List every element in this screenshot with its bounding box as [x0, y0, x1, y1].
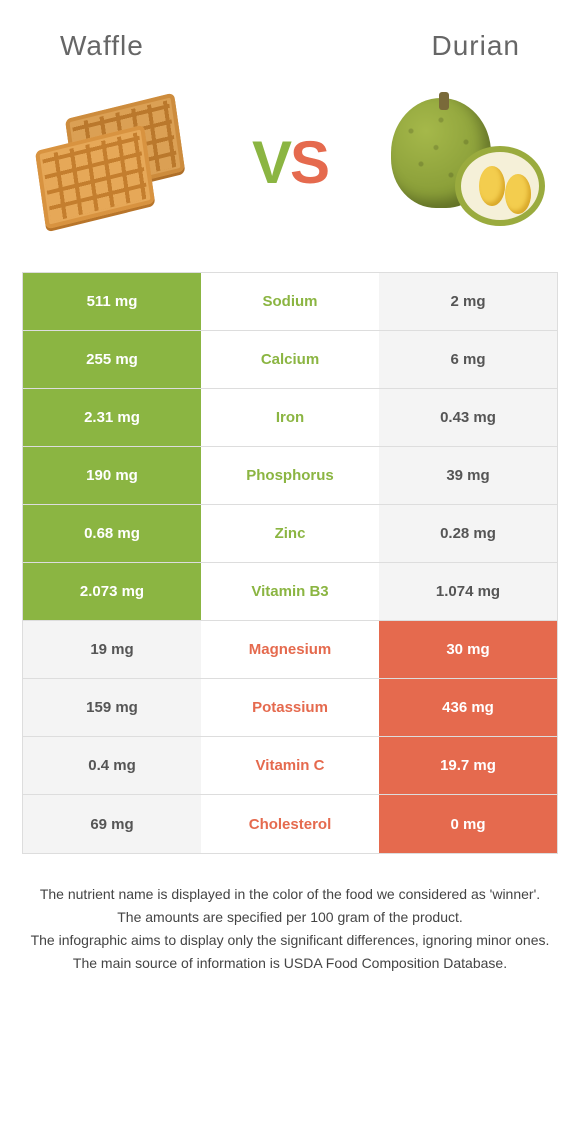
nutrient-label: Potassium [201, 679, 379, 736]
left-value: 190 mg [23, 447, 201, 504]
vs-label: VS [252, 128, 328, 197]
footnote-line: The main source of information is USDA F… [30, 953, 550, 974]
left-value: 2.31 mg [23, 389, 201, 446]
right-value: 436 mg [379, 679, 557, 736]
left-value: 2.073 mg [23, 563, 201, 620]
left-value: 0.4 mg [23, 737, 201, 794]
waffle-image [30, 92, 200, 232]
left-value: 0.68 mg [23, 505, 201, 562]
right-value: 0.43 mg [379, 389, 557, 446]
right-food-title: Durian [432, 30, 520, 62]
right-value: 6 mg [379, 331, 557, 388]
left-value: 19 mg [23, 621, 201, 678]
vs-v: V [252, 129, 290, 196]
table-row: 0.4 mgVitamin C19.7 mg [23, 737, 557, 795]
table-row: 2.31 mgIron0.43 mg [23, 389, 557, 447]
right-value: 2 mg [379, 273, 557, 330]
left-value: 255 mg [23, 331, 201, 388]
footnote-line: The nutrient name is displayed in the co… [30, 884, 550, 905]
nutrient-label: Magnesium [201, 621, 379, 678]
table-row: 511 mgSodium2 mg [23, 273, 557, 331]
nutrient-label: Cholesterol [201, 795, 379, 853]
footnote-line: The amounts are specified per 100 gram o… [30, 907, 550, 928]
table-row: 0.68 mgZinc0.28 mg [23, 505, 557, 563]
table-row: 19 mgMagnesium30 mg [23, 621, 557, 679]
right-value: 0.28 mg [379, 505, 557, 562]
footnote-line: The infographic aims to display only the… [30, 930, 550, 951]
table-row: 69 mgCholesterol0 mg [23, 795, 557, 853]
durian-image [380, 92, 550, 232]
table-row: 159 mgPotassium436 mg [23, 679, 557, 737]
header: Waffle Durian [0, 0, 580, 72]
nutrient-label: Iron [201, 389, 379, 446]
vs-s: S [290, 129, 328, 196]
nutrient-label: Calcium [201, 331, 379, 388]
nutrient-label: Zinc [201, 505, 379, 562]
footnotes: The nutrient name is displayed in the co… [0, 854, 580, 974]
right-value: 1.074 mg [379, 563, 557, 620]
nutrient-label: Vitamin C [201, 737, 379, 794]
table-row: 2.073 mgVitamin B31.074 mg [23, 563, 557, 621]
right-value: 19.7 mg [379, 737, 557, 794]
table-row: 190 mgPhosphorus39 mg [23, 447, 557, 505]
left-value: 159 mg [23, 679, 201, 736]
nutrient-label: Vitamin B3 [201, 563, 379, 620]
left-value: 69 mg [23, 795, 201, 853]
left-value: 511 mg [23, 273, 201, 330]
comparison-table: 511 mgSodium2 mg255 mgCalcium6 mg2.31 mg… [22, 272, 558, 854]
nutrient-label: Phosphorus [201, 447, 379, 504]
right-value: 0 mg [379, 795, 557, 853]
right-value: 30 mg [379, 621, 557, 678]
nutrient-label: Sodium [201, 273, 379, 330]
left-food-title: Waffle [60, 30, 144, 62]
images-row: VS [0, 72, 580, 272]
table-row: 255 mgCalcium6 mg [23, 331, 557, 389]
right-value: 39 mg [379, 447, 557, 504]
